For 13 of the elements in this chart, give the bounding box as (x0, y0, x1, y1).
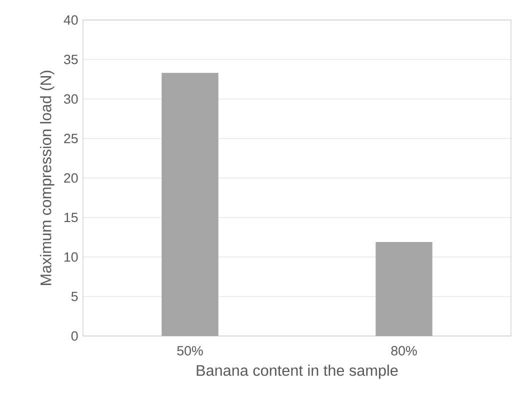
y-tick-label: 40 (64, 15, 78, 25)
x-axis-title: Banana content in the sample (196, 364, 398, 379)
y-tick-label: 5 (71, 292, 78, 302)
y-tick-label: 35 (64, 54, 78, 64)
y-tick-label: 10 (64, 252, 78, 262)
y-tick-label: 25 (64, 134, 78, 144)
y-tick-label: 0 (71, 331, 78, 341)
y-axis-title: Maximum compression load (N) (40, 70, 54, 285)
x-tick-label: 50% (177, 346, 203, 356)
y-tick-label: 30 (64, 94, 78, 104)
y-tick-label: 15 (64, 212, 78, 222)
x-tick-label: 80% (391, 346, 417, 356)
y-tick-label: 20 (64, 173, 78, 183)
